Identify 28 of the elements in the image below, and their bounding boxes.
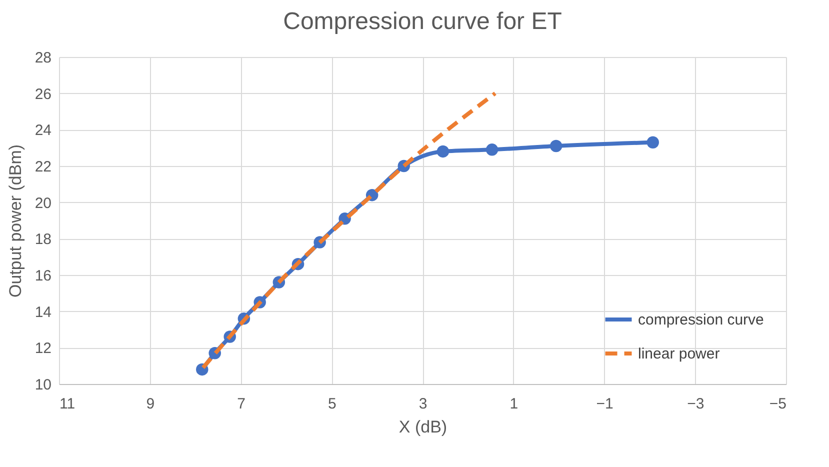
- point: [436, 145, 450, 158]
- x-tick-label: −1: [596, 396, 614, 412]
- y-tick-label: 10: [34, 376, 52, 394]
- x-tick-label: 3: [418, 396, 428, 412]
- legend-label: linear power: [638, 346, 720, 362]
- point: [550, 140, 562, 152]
- chart-title: Compression curve for ET: [283, 8, 562, 35]
- y-tick-label: 16: [34, 268, 52, 284]
- x-tick-label: −3: [687, 396, 704, 412]
- x-tick-label: 11: [60, 396, 76, 412]
- point: [486, 144, 498, 156]
- x-tick-label: 9: [146, 396, 155, 412]
- x-tick-label: 1: [510, 396, 518, 412]
- y-tick-label: 28: [34, 50, 52, 66]
- y-tick-label: 18: [34, 231, 52, 248]
- x-tick-label: 7: [237, 396, 246, 412]
- legend-label: compression curve: [638, 312, 764, 328]
- y-tick-label: 22: [34, 158, 52, 176]
- x-tick-label: 5: [328, 396, 336, 412]
- x-tick-label: −5: [769, 396, 786, 412]
- y-tick-label: 24: [34, 122, 52, 140]
- y-tick-label: 14: [34, 304, 52, 321]
- y-tick-label: 12: [34, 340, 52, 358]
- y-tick-label: 20: [34, 194, 52, 212]
- point: [646, 136, 659, 148]
- y-axis-title: Output power (dBm): [6, 144, 25, 298]
- y-tick-label: 26: [34, 86, 52, 103]
- x-axis-title: X (dB): [398, 418, 448, 436]
